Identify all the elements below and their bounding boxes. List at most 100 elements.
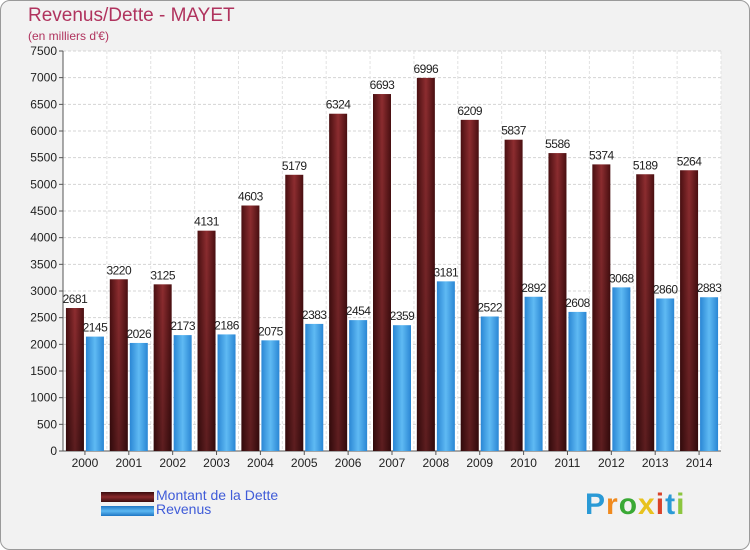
x-tick-label: 2006 [335, 456, 362, 470]
data-label-debt: 6209 [457, 104, 483, 118]
legend-label-revenue: Revenus [156, 501, 212, 517]
bar-debt-shade [373, 94, 391, 451]
data-label-debt: 2681 [63, 292, 89, 306]
bar-revenue [700, 297, 719, 451]
x-tick-label: 2003 [203, 456, 230, 470]
bar-revenue [568, 311, 587, 451]
x-tick-label: 2007 [379, 456, 406, 470]
data-label-debt: 4131 [194, 215, 220, 229]
bar-revenue [261, 340, 280, 451]
chart-title: Revenus/Dette - MAYET [28, 5, 235, 26]
data-label-debt: 5264 [677, 154, 703, 168]
legend-label-debt: Montant de la Dette [156, 487, 279, 503]
y-tick-label: 1000 [30, 391, 57, 405]
y-tick-label: 2000 [30, 337, 57, 351]
data-label-revenue: 2026 [126, 327, 152, 341]
logo-letter: x [638, 488, 656, 521]
logo-letter: t [665, 488, 677, 521]
bar-debt-shade [329, 113, 348, 451]
data-label-debt: 3125 [150, 268, 176, 282]
bar-revenue [436, 281, 455, 451]
bar-revenue [656, 298, 675, 451]
bar-debt-shade [636, 174, 655, 451]
logo-letter: P [585, 488, 607, 521]
data-label-debt: 5189 [633, 158, 659, 172]
y-tick-label: 6000 [30, 124, 57, 138]
legend-swatch-revenue [101, 506, 154, 516]
y-tick-label: 0 [50, 444, 57, 458]
legend-swatch-debt [101, 492, 154, 502]
bar-revenue [173, 335, 192, 451]
bar-revenue [393, 325, 411, 451]
logo-letter: r [606, 488, 619, 521]
bar-debt-shade [460, 119, 479, 451]
data-label-revenue: 2608 [565, 296, 591, 310]
y-tick-label: 4000 [30, 231, 57, 245]
bar-debt-shade [680, 170, 699, 451]
bar-revenue [524, 296, 543, 451]
x-tick-label: 2009 [466, 456, 493, 470]
bar-revenue [612, 287, 631, 451]
bar-revenue [129, 342, 148, 451]
bar-debt-shade [416, 77, 435, 451]
data-label-debt: 5586 [545, 137, 571, 151]
legend-item-revenue: Revenus [101, 501, 211, 518]
x-tick-label: 2000 [72, 456, 99, 470]
data-label-revenue: 3068 [609, 271, 635, 285]
y-tick-label: 1500 [30, 364, 57, 378]
data-label-debt: 6996 [414, 62, 440, 76]
x-tick-label: 2010 [510, 456, 537, 470]
logo-letter: i [676, 488, 686, 521]
y-tick-label: 3000 [30, 284, 57, 298]
y-tick-label: 5000 [30, 177, 57, 191]
proxiti-logo: Proxiti [585, 488, 685, 522]
bar-debt-shade [153, 284, 172, 451]
x-tick-label: 2005 [291, 456, 318, 470]
x-tick-label: 2012 [598, 456, 625, 470]
bar-debt-shade [504, 139, 523, 451]
data-label-revenue: 2186 [214, 318, 240, 332]
bar-debt-shade [197, 230, 216, 451]
data-label-revenue: 2860 [653, 282, 679, 296]
x-tick-label: 2008 [423, 456, 450, 470]
bar-revenue [305, 323, 324, 451]
data-label-debt: 6324 [326, 98, 352, 112]
bar-debt-shade [592, 164, 611, 452]
bar-debt-shade [241, 205, 260, 451]
bar-revenue [480, 316, 499, 451]
chart-subtitle: (en milliers d'€) [28, 29, 109, 43]
data-label-debt: 5179 [282, 159, 308, 173]
data-label-revenue: 2383 [302, 308, 328, 322]
bar-debt-shade [285, 174, 304, 451]
y-tick-label: 4500 [30, 204, 57, 218]
x-tick-label: 2001 [115, 456, 142, 470]
y-tick-label: 6500 [30, 97, 57, 111]
bar-debt-shade [548, 153, 567, 451]
logo-letter: o [618, 488, 639, 521]
data-label-revenue: 2075 [258, 324, 284, 338]
plot-area [63, 51, 721, 451]
data-label-revenue: 2454 [346, 304, 372, 318]
data-label-debt: 5837 [501, 124, 527, 138]
bar-revenue [85, 336, 104, 451]
y-tick-label: 2500 [30, 311, 57, 325]
bar-debt-shade [65, 308, 84, 451]
data-label-revenue: 3181 [434, 265, 460, 279]
y-tick-label: 7500 [30, 44, 57, 58]
data-label-debt: 3220 [106, 263, 132, 277]
data-label-revenue: 2892 [521, 281, 547, 295]
bar-revenue [349, 320, 368, 451]
data-label-revenue: 2883 [697, 281, 723, 295]
x-tick-label: 2004 [247, 456, 274, 470]
x-tick-label: 2002 [159, 456, 186, 470]
bar-revenue [217, 334, 236, 451]
x-tick-label: 2014 [686, 456, 713, 470]
data-label-debt: 4603 [238, 190, 264, 204]
data-label-revenue: 2522 [477, 300, 503, 314]
y-tick-label: 7000 [30, 71, 57, 85]
x-tick-label: 2013 [642, 456, 669, 470]
logo-letter: i [655, 488, 666, 521]
data-label-revenue: 2359 [390, 309, 416, 323]
y-tick-label: 5500 [30, 151, 57, 165]
data-label-revenue: 2173 [170, 319, 196, 333]
